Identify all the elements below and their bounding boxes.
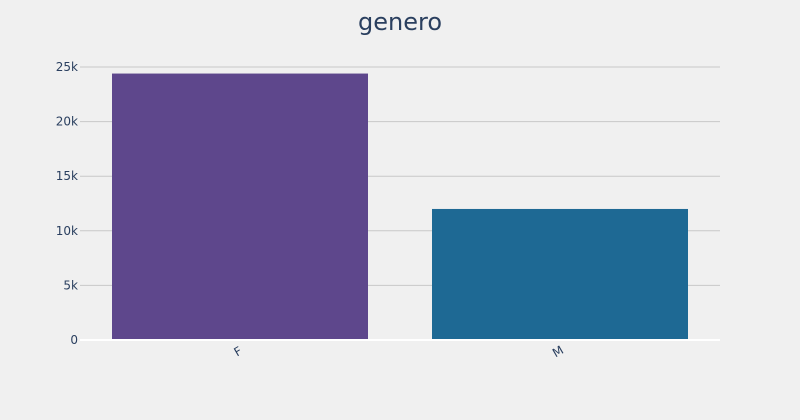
y-tick-label: 5k	[63, 278, 78, 292]
y-axis-ticks: 0 5k 10k 15k 20k 25k	[56, 60, 78, 347]
y-tick-label: 15k	[56, 169, 78, 183]
y-tick-label: 0	[70, 333, 78, 347]
bars	[112, 73, 688, 340]
y-tick-label: 10k	[56, 224, 78, 238]
y-tick-label: 20k	[56, 115, 78, 129]
y-tick-label: 25k	[56, 60, 78, 74]
x-tick-label: F	[232, 344, 245, 360]
x-tick-label: M	[550, 343, 566, 360]
chart-title: genero	[358, 8, 442, 36]
bar-f[interactable]	[112, 73, 368, 340]
bar-m[interactable]	[432, 208, 688, 340]
